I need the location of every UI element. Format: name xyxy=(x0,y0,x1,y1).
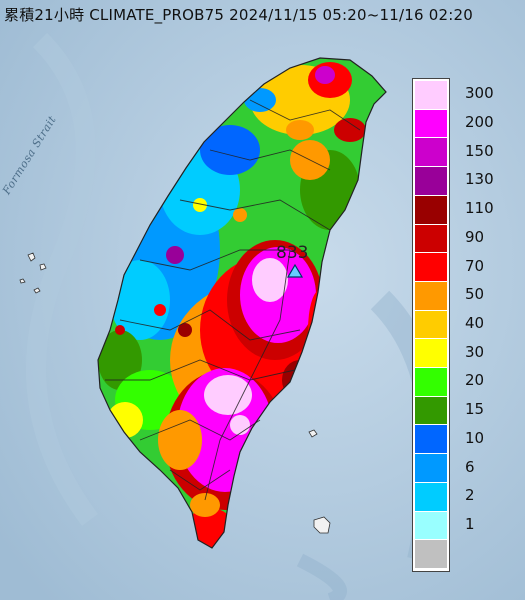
legend-label: 300 xyxy=(465,84,494,103)
legend-swatch xyxy=(415,195,447,224)
legend-label: 70 xyxy=(465,256,485,275)
legend-label: 150 xyxy=(465,141,494,160)
legend-label: 6 xyxy=(465,457,475,476)
penghu-islands xyxy=(19,252,47,294)
legend-swatch xyxy=(415,224,447,253)
legend-swatch xyxy=(415,339,447,368)
legend-swatch xyxy=(415,310,447,339)
legend-swatch xyxy=(415,368,447,396)
legend-label: 30 xyxy=(465,342,485,361)
legend-swatch xyxy=(415,425,447,454)
legend-label: 2 xyxy=(465,486,475,505)
peak-triangle-icon xyxy=(287,264,303,278)
legend-swatch xyxy=(415,109,447,138)
legend-swatch xyxy=(415,281,447,310)
taiwan-coastline xyxy=(97,57,387,549)
county-boundaries xyxy=(105,99,361,501)
legend-label: 130 xyxy=(465,170,494,189)
legend-swatch xyxy=(415,396,447,425)
legend-swatch xyxy=(415,138,447,167)
orchid-island xyxy=(313,516,331,534)
legend-swatch xyxy=(415,511,447,540)
legend-label: 50 xyxy=(465,285,485,304)
legend-label: 200 xyxy=(465,113,494,132)
legend-label: 10 xyxy=(465,428,485,447)
green-island xyxy=(308,429,318,438)
legend-swatch xyxy=(415,81,447,109)
legend-label: 90 xyxy=(465,227,485,246)
legend-label: 20 xyxy=(465,371,485,390)
legend-swatch xyxy=(415,482,447,511)
map-title: 累積21小時 CLIMATE_PROB75 2024/11/15 05:20~1… xyxy=(4,6,473,24)
legend-swatch xyxy=(415,253,447,281)
legend-label: 40 xyxy=(465,314,485,332)
legend-swatch xyxy=(415,454,447,482)
legend-swatch xyxy=(415,167,447,195)
legend-color-bar xyxy=(412,78,450,572)
legend-label: 1 xyxy=(465,514,475,533)
legend-swatch xyxy=(415,540,447,568)
peak-value-label: 833 xyxy=(276,243,309,263)
legend-label: 110 xyxy=(465,199,494,218)
legend-label: 15 xyxy=(465,400,485,419)
